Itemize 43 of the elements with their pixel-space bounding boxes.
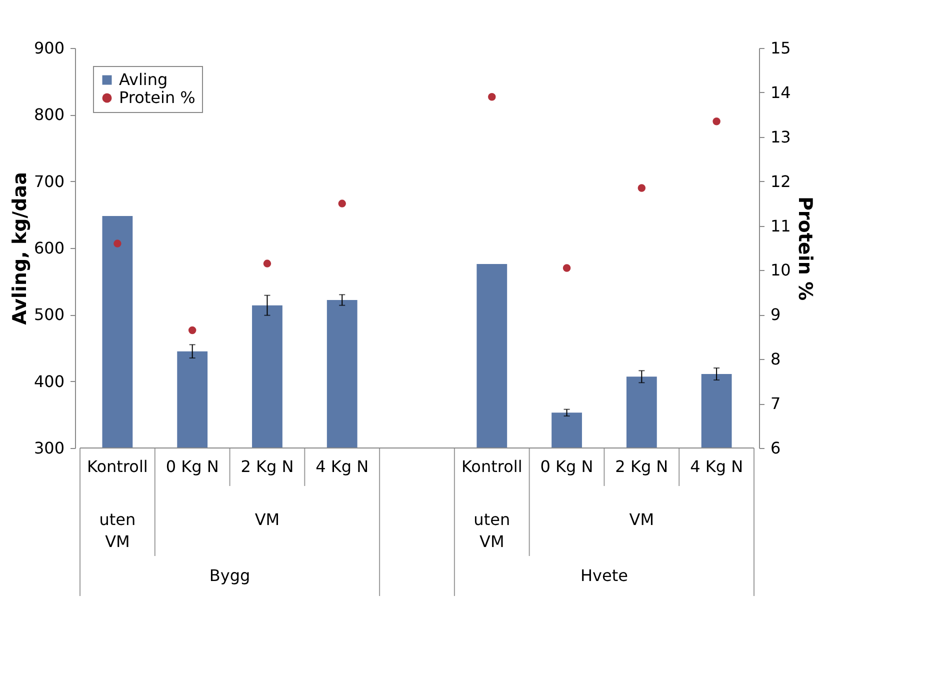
legend-label: Avling	[119, 70, 168, 89]
y-tick-label: 400	[34, 372, 64, 391]
y2-tick-label: 15	[770, 38, 791, 58]
text: VM	[254, 510, 280, 529]
y-tick-label: 500	[34, 305, 64, 324]
text: VM	[629, 510, 654, 529]
y-tick-label: 300	[34, 438, 64, 458]
point	[562, 264, 571, 272]
y-tick-label: 600	[34, 238, 64, 258]
y2-tick-label: 12	[770, 172, 791, 191]
y-tick-label: 900	[34, 38, 64, 58]
x-tick-label: Kontroll	[461, 457, 522, 476]
y2-tick-label: 6	[770, 438, 781, 458]
x-tick-label: 4 Kg N	[316, 457, 369, 476]
y2-tick-label: 11	[770, 216, 791, 236]
text: uten VM	[474, 510, 510, 551]
y2-tick-label: 7	[770, 394, 781, 414]
y2-tick-label: 8	[770, 350, 781, 369]
text: Hvete	[580, 566, 628, 585]
point	[263, 260, 272, 268]
point	[488, 93, 496, 101]
x-tick-label: 0 Kg N	[540, 457, 594, 476]
point	[338, 200, 346, 208]
point	[712, 117, 720, 126]
y-tick-label: 800	[34, 105, 64, 124]
y-axis-title: Avling, kg/daa	[8, 172, 31, 325]
x-tick-label: 2 Kg N	[240, 457, 294, 476]
x-tick-label: 0 Kg N	[166, 457, 219, 476]
y-tick-label: 700	[34, 172, 64, 191]
x-tick-label: 2 Kg N	[615, 457, 668, 476]
point	[638, 184, 646, 192]
y2-tick-label: 14	[770, 82, 791, 102]
legend-label: Protein %	[119, 88, 196, 107]
y2-tick-label: 10	[770, 260, 791, 280]
y2-tick-label: 9	[770, 305, 781, 324]
text: Bygg	[209, 566, 250, 585]
x-tick-label: 4 Kg N	[690, 457, 744, 476]
y2-tick-label: 13	[770, 127, 791, 146]
point	[188, 326, 196, 334]
point	[114, 240, 122, 248]
x-tick-label: Kontroll	[87, 457, 148, 476]
text: uten VM	[99, 510, 136, 551]
y2-axis-title: Protein %	[794, 196, 816, 301]
